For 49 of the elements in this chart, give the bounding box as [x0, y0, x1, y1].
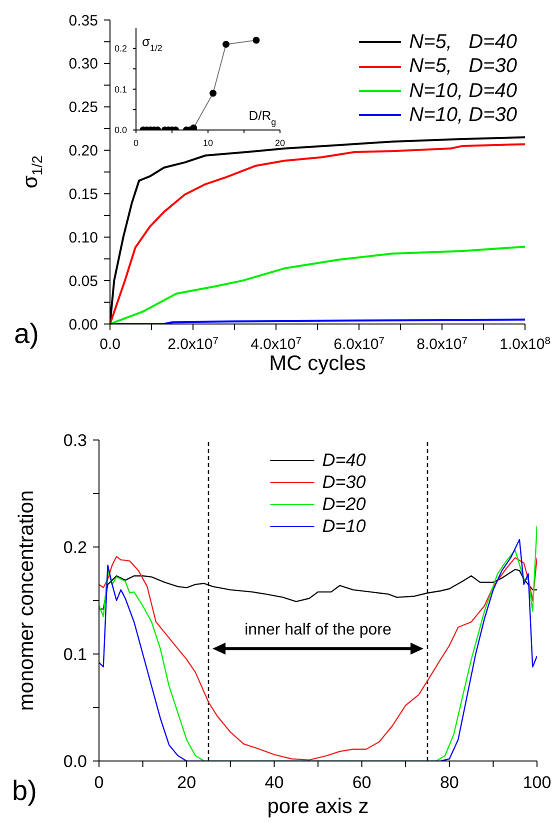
- point: [190, 124, 198, 130]
- y-tick-label: 0.0: [63, 752, 87, 771]
- x-tick-label: 0: [94, 773, 104, 792]
- x-tick-label: 20: [177, 773, 196, 792]
- legend-label: D=10: [322, 516, 366, 538]
- legend-label: N=10, D=40: [409, 78, 517, 104]
- y-tick-label: 0.2: [114, 44, 127, 54]
- y-tick-label: 0.00: [68, 316, 98, 334]
- y-tick-label: 0.1: [114, 84, 127, 94]
- annotation: inner half of the pore: [244, 622, 392, 639]
- y-tick-label: 0.3: [63, 430, 87, 450]
- x-tick-label: 8.0x10$^{7}$: [416, 336, 468, 353]
- y-tick-label: 0.15: [68, 186, 98, 203]
- legend-label: N=5, D=30: [409, 54, 517, 79]
- x-tick-label: 40: [264, 773, 284, 792]
- x-axis-title: MC cycles: [269, 352, 366, 375]
- x-tick-label: 2.0x10$^{7}$: [168, 336, 219, 353]
- x-tick-label: 1.0x10$^{8}$: [500, 336, 551, 353]
- legend-label: D=20: [322, 494, 366, 516]
- point: [210, 90, 217, 97]
- legend-label: N=10, D=30: [409, 103, 517, 128]
- y-tick-label: 0.05: [68, 272, 98, 290]
- x-tick-label: 20: [274, 138, 286, 148]
- y-tick-label: 0.10: [68, 229, 98, 246]
- x-axis-title: D/R$_{g}$: [248, 108, 276, 127]
- text: b): [12, 775, 37, 807]
- y-tick-label: 0.0: [114, 125, 127, 136]
- text: a): [14, 318, 39, 350]
- y-tick-label: 0.30: [68, 56, 98, 73]
- x-tick-label: 0: [133, 138, 139, 148]
- y-tick-label: 0.35: [68, 12, 98, 30]
- point: [222, 40, 230, 48]
- legend-label: D=40: [322, 450, 366, 472]
- x-axis-title: pore axis z: [267, 795, 369, 818]
- y-tick-label: 0.20: [68, 142, 98, 160]
- point: [252, 36, 260, 44]
- x-tick-label: 100: [522, 773, 552, 792]
- y-tick-label: 0.2: [63, 538, 87, 557]
- y-axis-title: monomer concentration: [14, 490, 38, 711]
- y-tick-label: 0.1: [63, 644, 87, 664]
- x-tick-label: 4.0x10$^{7}$: [250, 336, 302, 353]
- x-tick-label: 60: [352, 773, 372, 792]
- y-tick-label: 0.25: [68, 99, 98, 116]
- y-axis-title: σ$_{1/2}$: [142, 34, 162, 53]
- x-tick-label: 80: [440, 773, 459, 792]
- legend-label: D=30: [322, 472, 366, 494]
- x-tick-label: 6.0x10$^{7}$: [334, 336, 385, 353]
- legend-label: N=5, D=40: [409, 30, 517, 54]
- x-tick-label: 10: [202, 138, 214, 148]
